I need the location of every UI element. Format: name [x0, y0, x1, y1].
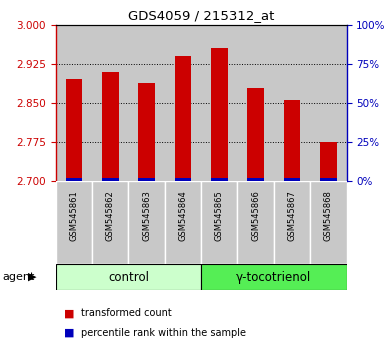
Bar — [211, 178, 228, 181]
Bar — [320, 178, 336, 181]
Bar — [284, 100, 300, 181]
Text: ■: ■ — [64, 328, 74, 338]
Bar — [102, 178, 119, 181]
Text: percentile rank within the sample: percentile rank within the sample — [81, 328, 246, 338]
Bar — [129, 181, 165, 264]
Title: GDS4059 / 215312_at: GDS4059 / 215312_at — [128, 9, 275, 22]
Text: GSM545862: GSM545862 — [106, 190, 115, 241]
Bar — [201, 264, 346, 290]
Text: GSM545866: GSM545866 — [251, 190, 260, 241]
Bar — [274, 181, 310, 264]
Bar — [310, 181, 346, 264]
Bar — [129, 25, 165, 181]
Text: GSM545863: GSM545863 — [142, 190, 151, 241]
Bar — [92, 25, 129, 181]
Text: GSM545867: GSM545867 — [288, 190, 296, 241]
Bar — [284, 178, 300, 181]
Bar — [56, 25, 92, 181]
Bar — [248, 88, 264, 181]
Text: γ-tocotrienol: γ-tocotrienol — [236, 270, 311, 284]
Bar — [92, 181, 129, 264]
Bar — [56, 264, 201, 290]
Bar — [165, 25, 201, 181]
Text: GSM545861: GSM545861 — [69, 190, 79, 241]
Bar — [310, 25, 346, 181]
Text: GSM545865: GSM545865 — [215, 190, 224, 241]
Text: ■: ■ — [64, 308, 74, 318]
Text: transformed count: transformed count — [81, 308, 172, 318]
Text: GSM545864: GSM545864 — [179, 190, 187, 241]
Bar — [201, 181, 238, 264]
Bar — [211, 48, 228, 181]
Bar — [175, 178, 191, 181]
Bar — [139, 84, 155, 181]
Bar — [238, 25, 274, 181]
Text: ▶: ▶ — [28, 272, 36, 282]
Bar — [248, 178, 264, 181]
Text: control: control — [108, 270, 149, 284]
Bar — [238, 181, 274, 264]
Bar — [175, 56, 191, 181]
Bar — [320, 142, 336, 181]
Text: GSM545868: GSM545868 — [324, 190, 333, 241]
Bar — [66, 178, 82, 181]
Bar — [66, 79, 82, 181]
Bar — [274, 25, 310, 181]
Bar — [102, 72, 119, 181]
Bar — [139, 178, 155, 181]
Text: agent: agent — [2, 272, 34, 282]
Bar — [165, 181, 201, 264]
Bar — [201, 25, 238, 181]
Bar — [56, 181, 92, 264]
